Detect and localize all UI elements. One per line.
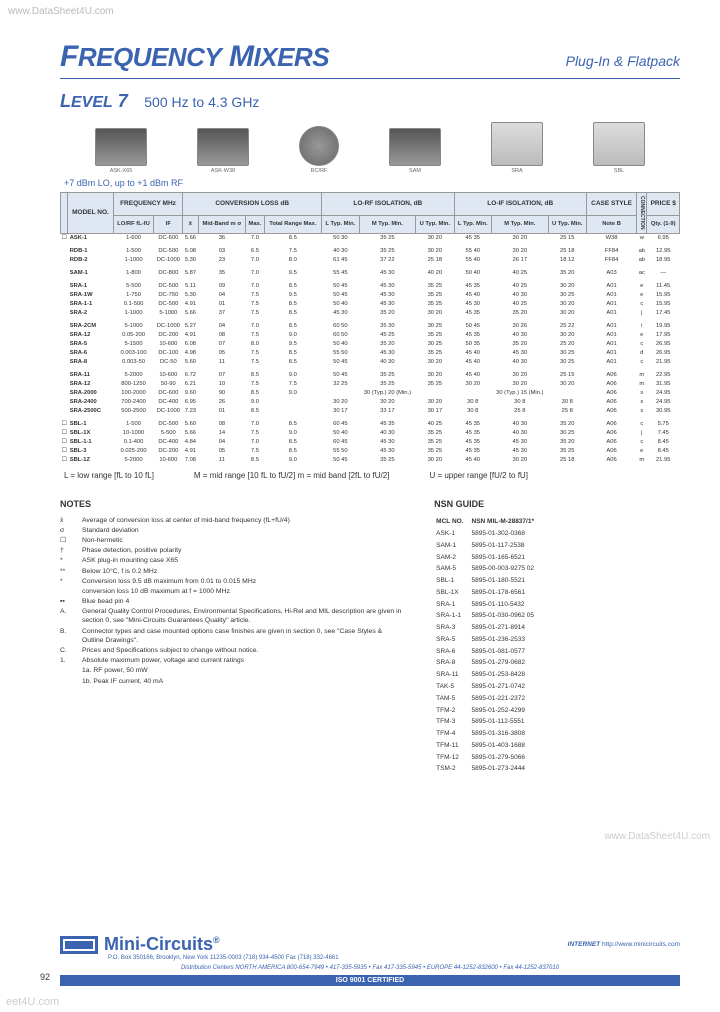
- page-number: 92: [40, 972, 50, 982]
- note-item: †Phase detection, positive polarity: [60, 546, 404, 555]
- page-content: FREQUENCY MIXERS Plug-In & Flatpack LEVE…: [0, 0, 720, 777]
- nsn-row: SBL-15895-01-180-5521: [436, 577, 540, 587]
- table-row: SRA-15-500DC-5005.11097.08.550 4545 3035…: [61, 282, 680, 291]
- table-row: SRA-80.003-50DC-505.60117.58.550 4540 30…: [61, 358, 680, 367]
- nsn-row: SAM-25895-01-165-6521: [436, 553, 540, 563]
- note-item: ☐Non-hermetic: [60, 536, 404, 545]
- table-row: SRA-1W1-750DC-7505.30047.59.550 4545 303…: [61, 291, 680, 300]
- table-row: ☐ASK-11-600DC-6005.66367.08.550 3035 253…: [61, 233, 680, 243]
- logo-icon: [60, 936, 98, 954]
- table-row: RDB-21-1000DC-10005.30237.08.061 4537 22…: [61, 256, 680, 265]
- table-row: SAM-11-800DC-8005.87357.09.555 4545 3040…: [61, 269, 680, 278]
- nsn-row: SRA-1-15895-01-030-0962 05: [436, 612, 540, 622]
- nsn-row: TFM-45895-01-316-3808: [436, 730, 540, 740]
- notes-section: NOTES x̄Average of conversion loss at ce…: [60, 498, 680, 777]
- nsn-row: ASK-15895-01-302-0368: [436, 530, 540, 540]
- table-row: SRA-2CM5-1000DC-10005.27047.08.560 5035 …: [61, 322, 680, 331]
- table-row: SRA-115-200010-6006.72078.59.050 4535 25…: [61, 371, 680, 380]
- nsn-row: TAK-55895-01-271-0742: [436, 682, 540, 692]
- nsn-row: SAM-15895-01-117-2538: [436, 541, 540, 551]
- nsn-guide: NSN GUIDE MCL NO.NSN MIL-M-28837/1* ASK-…: [434, 498, 680, 777]
- nsn-row: TSM-25895-01-273-2444: [436, 765, 540, 775]
- nsn-row: SBL-1X5895-01-178-6561: [436, 588, 540, 598]
- table-row: SRA-12800-125050-906.21107.57.532 2535 2…: [61, 380, 680, 389]
- nsn-row: TFM-25895-01-252-4299: [436, 706, 540, 716]
- lo-note: +7 dBm LO, up to +1 dBm RF: [64, 178, 680, 188]
- table-row: ☐SBL-1-10.1-400DC-4004.84047.08.560 4545…: [61, 438, 680, 447]
- note-item: B.Connector types and case mounted optio…: [60, 627, 404, 645]
- table-row: SRA-120.05-200DC-2004.91087.59.060 5045 …: [61, 331, 680, 340]
- note-item: *ASK plug-in mounting case X65: [60, 556, 404, 565]
- nsn-row: SRA-35895-01-271-8914: [436, 624, 540, 634]
- nsn-row: SRA-65895-01-081-0577: [436, 647, 540, 657]
- table-row: SRA-60.003-100DC-1004.98057.58.555 5045 …: [61, 349, 680, 358]
- nsn-row: TFM-115895-01-403-1688: [436, 741, 540, 751]
- table-row: ☐SBL-30.025-200DC-2004.91057.58.555 5045…: [61, 447, 680, 456]
- table-row: ☐SBL-1Z5-200010-6007.08118.59.050 4535 2…: [61, 456, 680, 465]
- product-image: ASK-W38: [197, 128, 249, 174]
- iso-bar: ISO 9001 CERTIFIED: [60, 975, 680, 986]
- table-row: ☐SBL-11-500DC-5005.60087.08.560 4545 354…: [61, 420, 680, 429]
- nsn-row: TFM-125895-01-279-5066: [436, 753, 540, 763]
- product-images: ASK-X65 ASK-W38 RC/RF SAM SRA SBL: [70, 122, 670, 174]
- note-item: σStandard deviation: [60, 526, 404, 535]
- notes-left: NOTES x̄Average of conversion loss at ce…: [60, 498, 404, 777]
- product-image: SRA: [491, 122, 543, 174]
- nsn-row: SRA-85895-01-279-0682: [436, 659, 540, 669]
- table-row: SRA-21-10005-10005.66377.58.545 3035 203…: [61, 309, 680, 318]
- nsn-row: SRA-55895-01-236-2533: [436, 635, 540, 645]
- nsn-row: TAM-55895-01-221-2372: [436, 694, 540, 704]
- footer-address: P.O. Box 350166, Brooklyn, New York 1123…: [108, 955, 680, 963]
- spec-table: MODEL NO. FREQUENCY MHz CONVERSION LOSS …: [60, 192, 680, 465]
- title-row: FREQUENCY MIXERS Plug-In & Flatpack: [60, 40, 680, 79]
- note-item: 1b. Peak IF current, 40 mA: [60, 677, 404, 686]
- product-image: SAM: [389, 128, 441, 174]
- note-item: *Conversion loss 9.5 dB maximum from 0.0…: [60, 577, 404, 586]
- table-row: SRA-2500C500-2500DC-10007.23018.530 1733…: [61, 407, 680, 416]
- note-item: 1.Absolute maximum power, voltage and cu…: [60, 656, 404, 665]
- table-row: SRA-2000100-2000DC-6009.60908.59.030 (Ty…: [61, 389, 680, 398]
- watermark-top: www.DataSheet4U.com: [8, 6, 114, 17]
- product-image: SBL: [593, 122, 645, 174]
- watermark-bottom: eet4U.com: [6, 996, 59, 1008]
- note-item: ▪▪Blue bead pin 4: [60, 597, 404, 606]
- footer-distribution: Distribution Centers NORTH AMERICA 800-6…: [60, 965, 680, 971]
- product-image: ASK-X65: [95, 128, 147, 174]
- note-item: x̄Average of conversion loss at center o…: [60, 516, 404, 525]
- table-row: ☐SBL-1X10-10005-5005.66147.59.050 4040 3…: [61, 429, 680, 438]
- page-title: FREQUENCY MIXERS: [60, 40, 329, 74]
- note-item: conversion loss 10 dB maximum at f = 100…: [60, 587, 404, 596]
- nsn-row: TFM-35895-01-112-5551: [436, 718, 540, 728]
- table-row: SRA-55-150010-6006.08078.09.550 4035 203…: [61, 340, 680, 349]
- page-subtitle: Plug-In & Flatpack: [566, 53, 680, 69]
- note-item: A.General Quality Control Procedures, En…: [60, 607, 404, 625]
- note-item: 1a. RF power, 50 mW: [60, 666, 404, 675]
- table-row: RDB-11-500DC-5005.08036.57.540 3035 2530…: [61, 247, 680, 256]
- footer: Mini-Circuits® INTERNET http://www.minic…: [60, 934, 680, 986]
- watermark-right: www.DataSheet4U.com: [604, 831, 710, 842]
- brand-name: Mini-Circuits®: [104, 934, 220, 955]
- product-image: RC/RF: [299, 126, 339, 174]
- note-item: C.Prices and Specifications subject to c…: [60, 646, 404, 655]
- nsn-row: SRA-15895-01-110-5432: [436, 600, 540, 610]
- freq-range: 500 Hz to 4.3 GHz: [144, 94, 259, 110]
- level-row: LEVEL 7 500 Hz to 4.3 GHz: [60, 91, 680, 112]
- table-row: SRA-2400700-2400DC-4006.95269.030 2030 2…: [61, 398, 680, 407]
- nsn-row: SAM-55895-00-003-9275 02: [436, 565, 540, 575]
- nsn-row: SRA-115895-01-253-8428: [436, 671, 540, 681]
- table-row: SRA-1-10.1-500DC-5004.91017.58.550 4045 …: [61, 300, 680, 309]
- note-item: **Below 10°C, f is 0.2 MHz: [60, 567, 404, 576]
- range-legend: L = low range [fL to 10 fL] M = mid rang…: [64, 471, 680, 480]
